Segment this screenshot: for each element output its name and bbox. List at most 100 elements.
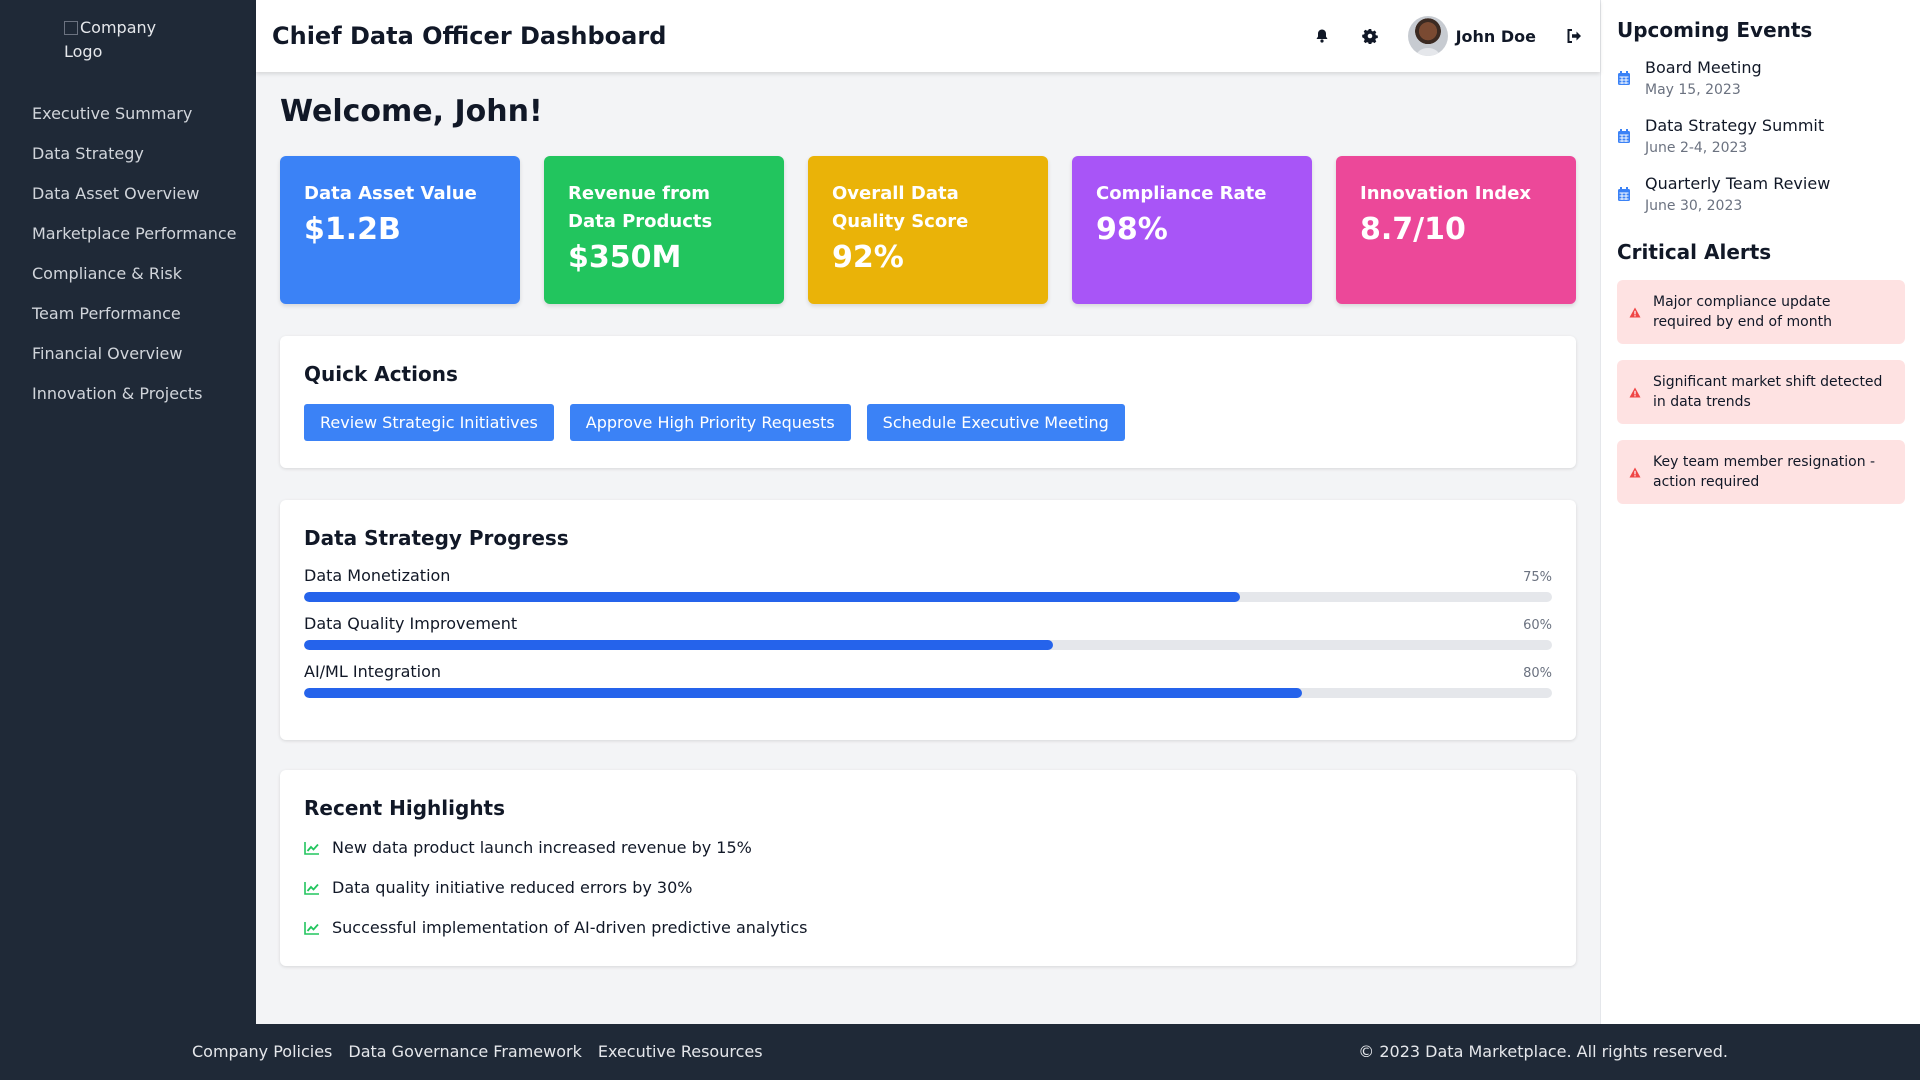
highlight-text: Data quality initiative reduced errors b… <box>332 878 693 897</box>
chart-line-icon <box>304 841 320 855</box>
sidebar-item-innovation-projects[interactable]: Innovation & Projects <box>32 384 203 403</box>
alert-item[interactable]: Major compliance update required by end … <box>1617 280 1905 344</box>
kpi-cards: Data Asset Value $1.2B Revenue from Data… <box>280 156 1576 304</box>
event-item[interactable]: Board Meeting May 15, 2023 <box>1617 58 1904 100</box>
progress-bar <box>304 688 1552 698</box>
page-title: Chief Data Officer Dashboard <box>272 22 667 50</box>
sidebar-item-financial-overview[interactable]: Financial Overview <box>32 344 183 363</box>
progress-percent: 80% <box>1523 666 1552 681</box>
avatar[interactable] <box>1407 16 1448 56</box>
footer-links: Company Policies Data Governance Framewo… <box>192 1042 763 1061</box>
quick-actions-buttons: Review Strategic Initiatives Approve Hig… <box>304 404 1552 441</box>
sidebar-item-marketplace-performance[interactable]: Marketplace Performance <box>32 224 237 243</box>
highlight-text: New data product launch increased revenu… <box>332 838 752 857</box>
alerts-list: Major compliance update required by end … <box>1617 280 1905 504</box>
highlights-title: Recent Highlights <box>304 796 506 820</box>
alert-text: Significant market shift detected in dat… <box>1653 374 1883 410</box>
kpi-value: 8.7/10 <box>1360 212 1466 247</box>
sidebar-item-data-asset-overview[interactable]: Data Asset Overview <box>32 184 200 203</box>
copyright: © 2023 Data Marketplace. All rights rese… <box>1358 1042 1728 1061</box>
event-date: June 30, 2023 <box>1645 198 1743 214</box>
sidebar-item-data-strategy[interactable]: Data Strategy <box>32 144 144 163</box>
progress-fill <box>304 688 1303 698</box>
sidebar: Company Logo Executive Summary Data Stra… <box>0 0 256 1024</box>
event-item[interactable]: Quarterly Team Review June 30, 2023 <box>1617 174 1904 216</box>
kpi-value: 98% <box>1096 212 1168 247</box>
progress-title: Data Strategy Progress <box>304 526 569 550</box>
progress-fill <box>304 640 1053 650</box>
footer-link-data-governance[interactable]: Data Governance Framework <box>348 1042 582 1061</box>
logo-alt-text: Company Logo <box>64 18 157 61</box>
calendar-icon <box>1617 70 1633 86</box>
warning-icon <box>1629 387 1641 398</box>
critical-alerts-title: Critical Alerts <box>1617 240 1772 264</box>
sidebar-item-executive-summary[interactable]: Executive Summary <box>32 104 193 123</box>
alert-item[interactable]: Key team member resignation - action req… <box>1617 440 1905 504</box>
user-name: John Doe <box>1455 26 1536 46</box>
progress-label: Data Monetization <box>304 566 451 585</box>
right-panel: Upcoming Events Board Meeting May 15, 20… <box>1600 0 1920 1024</box>
kpi-title: Revenue from Data Products <box>568 183 713 232</box>
calendar-icon <box>1617 128 1633 144</box>
quick-actions-panel: Quick Actions Review Strategic Initiativ… <box>280 336 1576 468</box>
event-date: June 2-4, 2023 <box>1645 140 1748 156</box>
kpi-title: Overall Data Quality Score <box>832 183 969 232</box>
kpi-title: Data Asset Value <box>304 183 477 204</box>
progress-label: AI/ML Integration <box>304 662 442 681</box>
highlights-list: New data product launch increased revenu… <box>304 836 1552 940</box>
calendar-icon <box>1617 186 1633 202</box>
gear-icon[interactable] <box>1360 26 1380 46</box>
warning-icon <box>1629 307 1641 318</box>
kpi-card-data-quality: Overall Data Quality Score 92% <box>808 156 1048 304</box>
footer-link-company-policies[interactable]: Company Policies <box>192 1042 333 1061</box>
alert-text: Major compliance update required by end … <box>1653 294 1832 330</box>
sidebar-item-team-performance[interactable]: Team Performance <box>32 304 181 323</box>
kpi-card-revenue: Revenue from Data Products $350M <box>544 156 784 304</box>
alert-item[interactable]: Significant market shift detected in dat… <box>1617 360 1905 424</box>
kpi-title: Innovation Index <box>1360 183 1532 204</box>
upcoming-events-title: Upcoming Events <box>1617 18 1813 42</box>
warning-icon <box>1629 467 1641 478</box>
kpi-value: 92% <box>832 240 904 275</box>
list-item: New data product launch increased revenu… <box>304 836 1552 860</box>
sidebar-nav: Executive Summary Data Strategy Data Ass… <box>32 102 242 422</box>
event-name: Quarterly Team Review <box>1645 174 1831 193</box>
progress-percent: 75% <box>1523 570 1552 585</box>
kpi-card-compliance-rate: Compliance Rate 98% <box>1072 156 1312 304</box>
welcome-heading: Welcome, John! <box>280 94 543 129</box>
data-strategy-progress-panel: Data Strategy Progress Data Monetization… <box>280 500 1576 740</box>
chart-line-icon <box>304 921 320 935</box>
chart-line-icon <box>304 881 320 895</box>
progress-item: Data Quality Improvement 60% <box>304 614 1552 650</box>
sidebar-item-compliance-risk[interactable]: Compliance & Risk <box>32 264 182 283</box>
kpi-card-data-asset-value: Data Asset Value $1.2B <box>280 156 520 304</box>
top-header: Chief Data Officer Dashboard John Doe <box>256 0 1600 72</box>
progress-bar <box>304 592 1552 602</box>
progress-item: Data Monetization 75% <box>304 566 1552 602</box>
progress-percent: 60% <box>1523 618 1552 633</box>
footer-link-executive-resources[interactable]: Executive Resources <box>597 1042 763 1061</box>
event-date: May 15, 2023 <box>1645 82 1741 98</box>
progress-label: Data Quality Improvement <box>304 614 518 633</box>
list-item: Data quality initiative reduced errors b… <box>304 876 1552 900</box>
sign-out-icon[interactable] <box>1564 26 1584 46</box>
progress-item: AI/ML Integration 80% <box>304 662 1552 698</box>
footer: Company Policies Data Governance Framewo… <box>0 1024 1920 1080</box>
recent-highlights-panel: Recent Highlights New data product launc… <box>280 770 1576 966</box>
event-name: Board Meeting <box>1645 58 1762 77</box>
approve-high-priority-requests-button[interactable]: Approve High Priority Requests <box>569 404 851 441</box>
schedule-executive-meeting-button[interactable]: Schedule Executive Meeting <box>866 404 1125 441</box>
events-list: Board Meeting May 15, 2023 Data Strategy… <box>1617 58 1904 216</box>
event-name: Data Strategy Summit <box>1645 116 1825 135</box>
event-item[interactable]: Data Strategy Summit June 2-4, 2023 <box>1617 116 1904 158</box>
company-logo[interactable]: Company Logo <box>64 16 174 64</box>
highlight-text: Successful implementation of AI-driven p… <box>332 918 808 937</box>
progress-bar <box>304 640 1552 650</box>
progress-fill <box>304 592 1240 602</box>
quick-actions-title: Quick Actions <box>304 362 458 386</box>
kpi-title: Compliance Rate <box>1096 183 1267 204</box>
list-item: Successful implementation of AI-driven p… <box>304 916 1552 940</box>
review-strategic-initiatives-button[interactable]: Review Strategic Initiatives <box>304 404 554 441</box>
broken-image-icon <box>64 21 78 35</box>
bell-icon[interactable] <box>1312 26 1332 46</box>
